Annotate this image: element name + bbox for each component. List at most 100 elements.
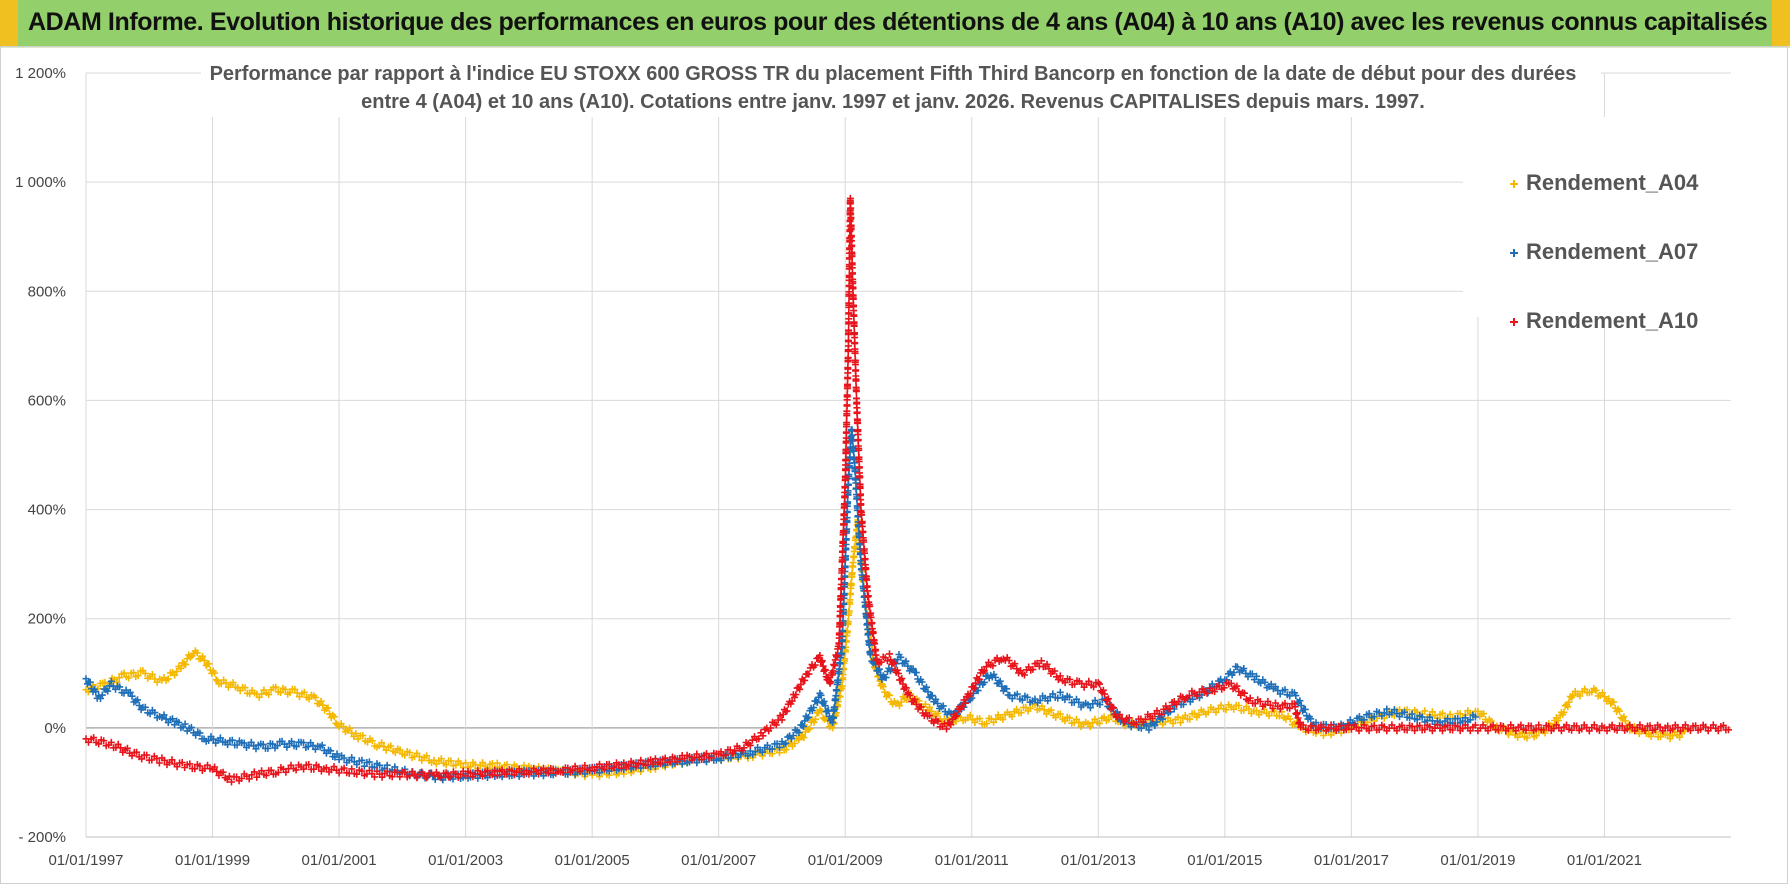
- series-segment-marks: [354, 732, 379, 750]
- series-segment-marks: [259, 738, 284, 752]
- series-segment-marks: [1006, 690, 1036, 706]
- x-tick-label: 01/01/2003: [428, 852, 503, 869]
- legend-marker: [1510, 180, 1518, 188]
- series-segment-marks: [588, 759, 625, 774]
- series-segment-marks: [95, 682, 113, 702]
- series-segment-marks: [1664, 721, 1732, 735]
- x-tick-label: 01/01/2021: [1567, 852, 1642, 869]
- series-segment-marks: [1290, 689, 1316, 729]
- series-segment-marks: [158, 662, 183, 684]
- y-tick-label: 200%: [28, 611, 66, 628]
- grid-layer: [85, 72, 1731, 838]
- series-segment-marks: [892, 693, 911, 710]
- series-segment-marks: [373, 767, 404, 781]
- header-accent-left: [0, 0, 18, 46]
- series-segment-marks: [272, 683, 296, 698]
- series-segment-marks: [133, 748, 163, 767]
- series-segment-marks: [177, 651, 196, 672]
- series-segment-marks: [848, 426, 858, 467]
- series-segment-marks: [158, 711, 176, 727]
- series-segment-marks: [803, 654, 822, 678]
- series-segment-marks: [746, 740, 783, 759]
- series-segment-marks: [398, 768, 435, 782]
- series-segment-marks: [1253, 705, 1283, 720]
- series-segment-marks: [322, 763, 353, 777]
- series-segment-marks: [759, 712, 784, 740]
- series-segment-marks: [1132, 707, 1163, 728]
- series-segment-marks: [1202, 701, 1233, 718]
- series-segment-marks: [911, 668, 936, 701]
- x-tick-label: 01/01/2015: [1187, 852, 1262, 869]
- series-segment-marks: [462, 766, 499, 781]
- series-segment-marks: [1436, 715, 1467, 729]
- header-accent-right: [1772, 0, 1790, 46]
- series-segment-marks: [240, 738, 265, 753]
- series-segment-marks: [126, 688, 145, 714]
- series-segment-marks: [1018, 659, 1043, 679]
- series-segment-marks: [398, 748, 435, 766]
- axes-layer: - 200% 0% 200% 400% 600% 800% 1 000% 1 200% 01/0…: [15, 65, 1731, 869]
- series-Rendement_A07: [82, 426, 1479, 784]
- series-Rendement_A04: [82, 516, 1688, 781]
- series-segment-marks: [863, 587, 880, 664]
- series-segment-marks: [202, 660, 221, 685]
- series-segment-marks: [1056, 710, 1087, 731]
- page-title: ADAM Informe. Evolution historique des p…: [28, 8, 1768, 36]
- x-tick-label: 01/01/2009: [808, 852, 883, 869]
- marks-layer: [82, 194, 1732, 786]
- series-segment-marks: [886, 650, 911, 698]
- series-segment-marks: [557, 762, 594, 776]
- series-segment-marks: [1537, 721, 1606, 735]
- series-segment-marks: [316, 741, 341, 761]
- series-segment-marks: [360, 758, 391, 774]
- series-segment-marks: [1082, 713, 1113, 731]
- series-segment-marks: [943, 696, 968, 733]
- series-segment-marks: [1664, 727, 1688, 743]
- series-segment-marks: [778, 726, 803, 748]
- series-segment-marks: [107, 738, 138, 760]
- series-segment-marks: [120, 667, 145, 682]
- series-segment-marks: [980, 708, 1011, 728]
- series-segment-marks: [1183, 684, 1214, 702]
- series-segment-marks: [1031, 690, 1062, 707]
- x-tick-label: 01/01/2005: [555, 852, 630, 869]
- series-segment-marks: [373, 739, 404, 756]
- series-segment-marks: [1227, 701, 1258, 717]
- series-segment-marks: [1411, 721, 1479, 735]
- series-segment-marks: [209, 763, 233, 783]
- series-segment-marks: [999, 654, 1024, 677]
- series-segment-marks: [183, 760, 214, 774]
- series-segment-marks: [797, 709, 822, 742]
- series-segment-marks: [322, 704, 341, 729]
- series-segment-marks: [778, 691, 797, 724]
- series-segment-marks: [278, 737, 303, 751]
- legend-label: Rendement_A10: [1526, 308, 1698, 333]
- y-tick-label: - 200%: [18, 829, 66, 846]
- series-segment-marks: [1075, 677, 1100, 691]
- series-segment-marks: [797, 693, 823, 730]
- chart-frame: - 200% 0% 200% 400% 600% 800% 1 000% 1 200% 01/0…: [0, 46, 1788, 884]
- series-segment-marks: [1158, 692, 1189, 718]
- y-tick-label: 0%: [44, 720, 66, 737]
- series-segment-marks: [202, 733, 227, 747]
- x-tick-label: 01/01/2019: [1440, 852, 1515, 869]
- x-tick-label: 01/01/2011: [935, 852, 1009, 869]
- series-segment-marks: [335, 720, 360, 740]
- y-tick-label: 1 000%: [15, 174, 66, 191]
- series-segment-marks: [228, 768, 258, 786]
- series-segment-marks: [1253, 672, 1277, 693]
- series-segment-marks: [846, 194, 857, 287]
- series-segment-marks: [825, 642, 842, 687]
- series-segment-marks: [849, 283, 860, 403]
- x-tick-label: 01/01/1999: [175, 852, 250, 869]
- series-segment-marks: [857, 560, 874, 657]
- series-segment-marks: [1037, 657, 1062, 684]
- series-segment-marks: [1272, 683, 1296, 700]
- series-segment-marks: [835, 483, 849, 648]
- series-segment-marks: [715, 742, 746, 759]
- series-segment-marks: [234, 683, 258, 698]
- series-segment-marks: [829, 643, 846, 726]
- series-segment-marks: [1461, 711, 1479, 726]
- series-segment-marks: [1031, 700, 1062, 721]
- series-segment-marks: [291, 685, 315, 703]
